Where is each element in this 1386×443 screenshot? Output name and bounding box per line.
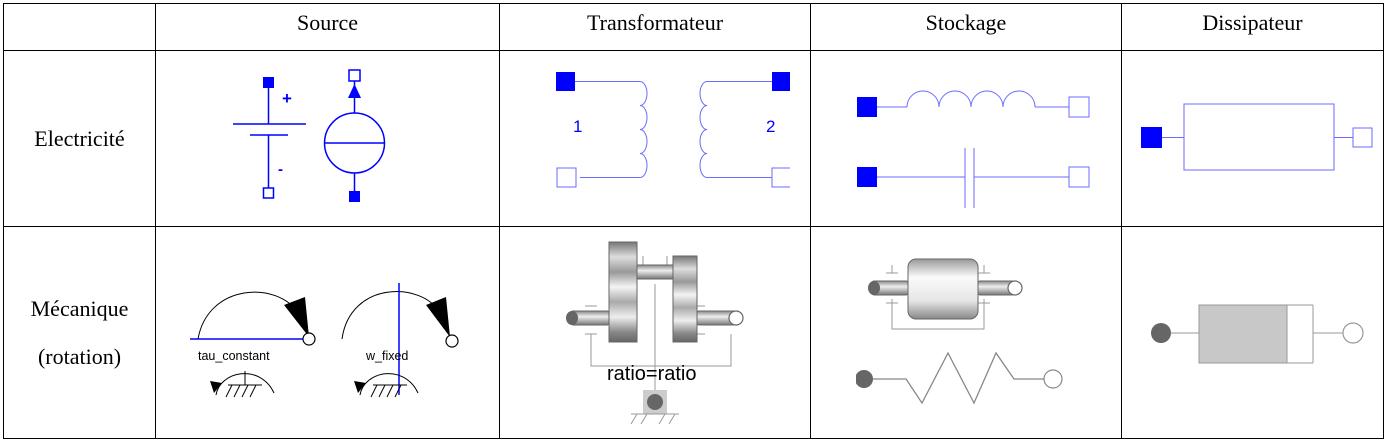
damper-right-flange-icon bbox=[1341, 321, 1364, 344]
spring-zigzag-icon bbox=[873, 351, 1044, 405]
capacitor-right-pin-icon bbox=[1068, 166, 1090, 188]
electric-transformer-cell: 1 2 bbox=[499, 50, 811, 227]
mechanical-transformer-cell: ratio=ratio bbox=[499, 226, 811, 439]
transformer-port-b-icon bbox=[556, 167, 577, 188]
gearbox-diagram: ratio=ratio bbox=[566, 241, 744, 424]
component-table: Source Transformateur Stockage Dissipate… bbox=[3, 2, 1384, 439]
damper-piston-icon bbox=[1198, 304, 1287, 363]
gearbox-ratio-label: ratio=ratio bbox=[607, 363, 697, 385]
electric-source-diagram: + - bbox=[232, 68, 385, 202]
capacitor-left-pin-icon bbox=[857, 166, 877, 187]
header-dissipateur: Dissipateur bbox=[1121, 2, 1384, 52]
speed-arrow-icon bbox=[425, 296, 450, 337]
mechanical-storage-cell bbox=[810, 226, 1122, 439]
electric-dissipator-diagram bbox=[1140, 103, 1372, 171]
electric-dissipator-cell bbox=[1121, 50, 1384, 227]
inductor-right-pin-icon bbox=[1068, 96, 1090, 118]
current-arrow-icon bbox=[347, 83, 361, 98]
battery-minus-label: - bbox=[278, 161, 283, 178]
torque-reaction-arrow-icon bbox=[209, 380, 222, 393]
transformer-port2-label: 2 bbox=[766, 117, 775, 136]
speed-arc-icon bbox=[341, 290, 440, 339]
row-label-mecanique: Mécanique (rotation) bbox=[3, 226, 156, 439]
speed-source-label: w_fixed bbox=[365, 349, 408, 363]
transformer-port1-label: 1 bbox=[573, 117, 582, 136]
resistor-left-pin-icon bbox=[1140, 126, 1162, 148]
mechanical-source-cell: tau_constant w_fixed bbox=[155, 226, 500, 439]
speed-flange-icon bbox=[444, 333, 459, 348]
header-empty-cell bbox=[3, 2, 156, 52]
current-source-top-pin-icon bbox=[347, 68, 361, 82]
row-label-mecanique-line2: (rotation) bbox=[37, 343, 122, 369]
header-source: Source bbox=[155, 2, 500, 52]
battery-positive-pin-icon bbox=[262, 76, 274, 88]
resistor-right-pin-icon bbox=[1352, 127, 1372, 148]
damper-left-flange-icon bbox=[1150, 322, 1171, 343]
transformer-port-c-icon bbox=[772, 71, 790, 91]
primary-coil-icon bbox=[639, 80, 648, 178]
inertia-right-flange-icon bbox=[1007, 279, 1023, 296]
row-label-electricite: Electricité bbox=[3, 50, 156, 227]
mechanical-dissipator-cell bbox=[1121, 226, 1384, 439]
mechanical-storage-diagram bbox=[856, 258, 1063, 405]
inertia-left-flange-icon bbox=[868, 280, 880, 295]
transformer-port-a-icon bbox=[556, 71, 575, 91]
torque-arc-icon bbox=[197, 291, 298, 339]
electric-source-cell: + - bbox=[155, 50, 500, 227]
gearbox-output-flange-icon bbox=[728, 309, 744, 326]
electric-storage-diagram bbox=[857, 90, 1090, 208]
speed-reaction-arrow-icon bbox=[353, 380, 366, 393]
battery-plus-label: + bbox=[282, 89, 292, 108]
damper-diagram bbox=[1150, 304, 1364, 363]
inertia-body-icon bbox=[907, 258, 979, 319]
gear-right-icon bbox=[672, 255, 698, 342]
spring-right-flange-icon bbox=[1043, 368, 1063, 389]
torque-source-label: tau_constant bbox=[198, 349, 270, 363]
row-label-mecanique-line1: Mécanique bbox=[30, 295, 129, 321]
header-transformateur: Transformateur bbox=[499, 2, 811, 52]
battery-negative-pin-icon bbox=[262, 186, 274, 199]
inductor-left-pin-icon bbox=[857, 96, 877, 117]
transformer-port-d-icon bbox=[771, 167, 790, 188]
electric-storage-cell bbox=[810, 50, 1122, 227]
electric-transformer-diagram: 1 2 bbox=[556, 71, 790, 188]
resistor-body-icon bbox=[1183, 103, 1334, 171]
torque-arrow-icon bbox=[283, 296, 309, 337]
inductor-coil-icon bbox=[906, 90, 1036, 107]
gear-left-icon bbox=[608, 241, 638, 342]
secondary-coil-icon bbox=[699, 80, 708, 178]
current-source-bottom-pin-icon bbox=[348, 190, 360, 202]
spring-left-flange-icon bbox=[856, 369, 873, 388]
mechanical-source-diagram: tau_constant w_fixed bbox=[189, 282, 459, 397]
header-stockage: Stockage bbox=[810, 2, 1122, 52]
torque-flange-icon bbox=[301, 331, 316, 346]
gearbox-input-flange-icon bbox=[566, 310, 578, 325]
